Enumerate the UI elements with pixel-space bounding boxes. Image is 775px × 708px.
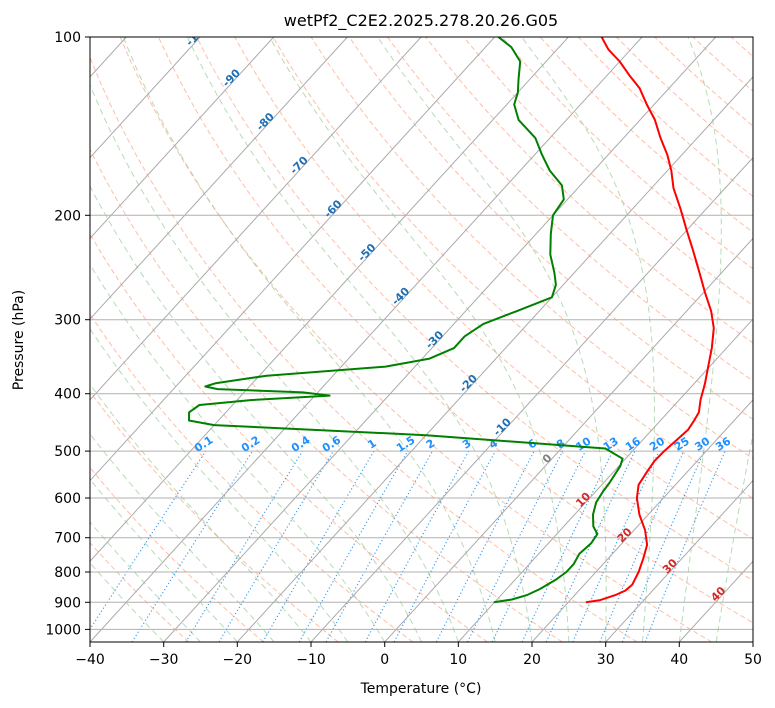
x-tick-label: −10 <box>296 652 326 668</box>
dry-adiabat <box>310 37 753 460</box>
x-tick-label: 0 <box>380 652 389 668</box>
plot-area: -100-90-80-70-60-50-40-30-20-10010203040… <box>90 20 753 642</box>
y-axis-label: Pressure (hPa) <box>11 290 27 390</box>
sounding-profiles <box>188 37 715 604</box>
x-tick-label: −30 <box>149 652 179 668</box>
mixing-ratio-line <box>218 450 334 642</box>
mixing-ratio-line <box>545 450 636 642</box>
mixing-ratio-line <box>298 450 409 642</box>
isotherm <box>90 37 422 401</box>
x-tick-label: 20 <box>523 652 541 668</box>
x-tick-label: −40 <box>75 652 105 668</box>
x-tick-label: 30 <box>597 652 615 668</box>
y-tick-label: 600 <box>54 491 81 507</box>
dewpoint-profile <box>188 37 624 604</box>
y-axis: 100 200 300 400 500 600 700 800 900 1000 <box>45 30 90 638</box>
x-tick-label: 40 <box>670 652 688 668</box>
x-axis: −40 −30 −20 −10 0 10 20 30 40 50 <box>75 642 762 668</box>
moist-adiabat <box>377 37 607 642</box>
moist-adiabat <box>715 430 753 642</box>
mixing-ratio-lines <box>90 450 726 642</box>
pressure-gridlines <box>90 37 753 630</box>
moist-adiabat <box>186 37 533 642</box>
y-tick-label: 200 <box>54 208 81 224</box>
moist-adiabat <box>521 37 655 642</box>
mixing-ratio-line <box>521 450 614 642</box>
isotherms <box>90 37 753 642</box>
mixing-ratio-line <box>262 450 375 642</box>
isotherm <box>90 37 569 562</box>
mixing-ratio-line <box>644 450 726 642</box>
dry-adiabat <box>90 390 339 642</box>
mixing-ratio-line <box>467 450 564 642</box>
moist-adiabat <box>122 37 496 642</box>
dry-adiabat <box>272 37 753 499</box>
y-tick-label: 900 <box>54 595 81 611</box>
isotherm <box>90 37 275 240</box>
x-tick-label: −20 <box>223 652 253 668</box>
mixing-ratio-line <box>599 450 685 642</box>
y-tick-label: 700 <box>54 531 81 547</box>
isotherm <box>236 76 753 642</box>
dry-adiabat <box>90 148 563 642</box>
isotherm <box>90 37 496 482</box>
y-tick-label: 300 <box>54 313 81 329</box>
moist-adiabat <box>90 185 422 642</box>
isotherm <box>163 37 717 642</box>
y-tick-label: 100 <box>54 30 81 46</box>
moist-adiabat <box>678 37 722 642</box>
isotherm <box>90 37 201 159</box>
dry-adiabat <box>157 37 753 624</box>
plot-frame <box>89 36 754 643</box>
isotherm <box>90 37 348 320</box>
mixing-ratio-line <box>435 450 535 642</box>
isotherm <box>605 479 753 642</box>
dry-adiabat <box>387 37 753 382</box>
isotherm <box>531 399 753 642</box>
temperature-profile <box>585 37 715 604</box>
dry-adiabat <box>425 37 753 344</box>
x-axis-label: Temperature (°C) <box>360 681 482 697</box>
x-tick-label: 50 <box>744 652 762 668</box>
isotherm <box>384 237 753 642</box>
mixing-ratio-line <box>621 450 705 642</box>
moist-adiabat <box>269 37 570 642</box>
y-tick-label: 1000 <box>45 622 81 638</box>
y-tick-label: 400 <box>54 387 81 403</box>
x-tick-label: 10 <box>449 652 467 668</box>
moist-adiabat <box>90 263 386 642</box>
isotherm <box>90 37 643 642</box>
mixing-ratio-line <box>185 450 304 642</box>
moist-adiabats <box>90 37 753 642</box>
mixing-ratio-line <box>572 450 660 642</box>
moist-adiabat <box>90 83 459 642</box>
dry-adiabat <box>196 37 753 582</box>
y-tick-label: 800 <box>54 565 81 581</box>
dry-adiabat <box>90 313 414 642</box>
dry-adiabat <box>90 56 638 642</box>
chart-title: wetPf2_C2E2.2025.278.20.26.G05 <box>284 11 558 31</box>
isotherm <box>310 156 753 642</box>
dry-adiabat-label: -100 <box>183 20 212 49</box>
isotherm <box>457 318 753 642</box>
moist-adiabat <box>90 327 349 642</box>
y-tick-label: 500 <box>54 444 81 460</box>
